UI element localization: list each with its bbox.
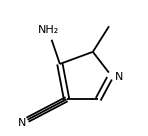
Text: N: N (114, 72, 123, 82)
Text: N: N (18, 118, 26, 128)
Text: NH₂: NH₂ (38, 25, 59, 35)
